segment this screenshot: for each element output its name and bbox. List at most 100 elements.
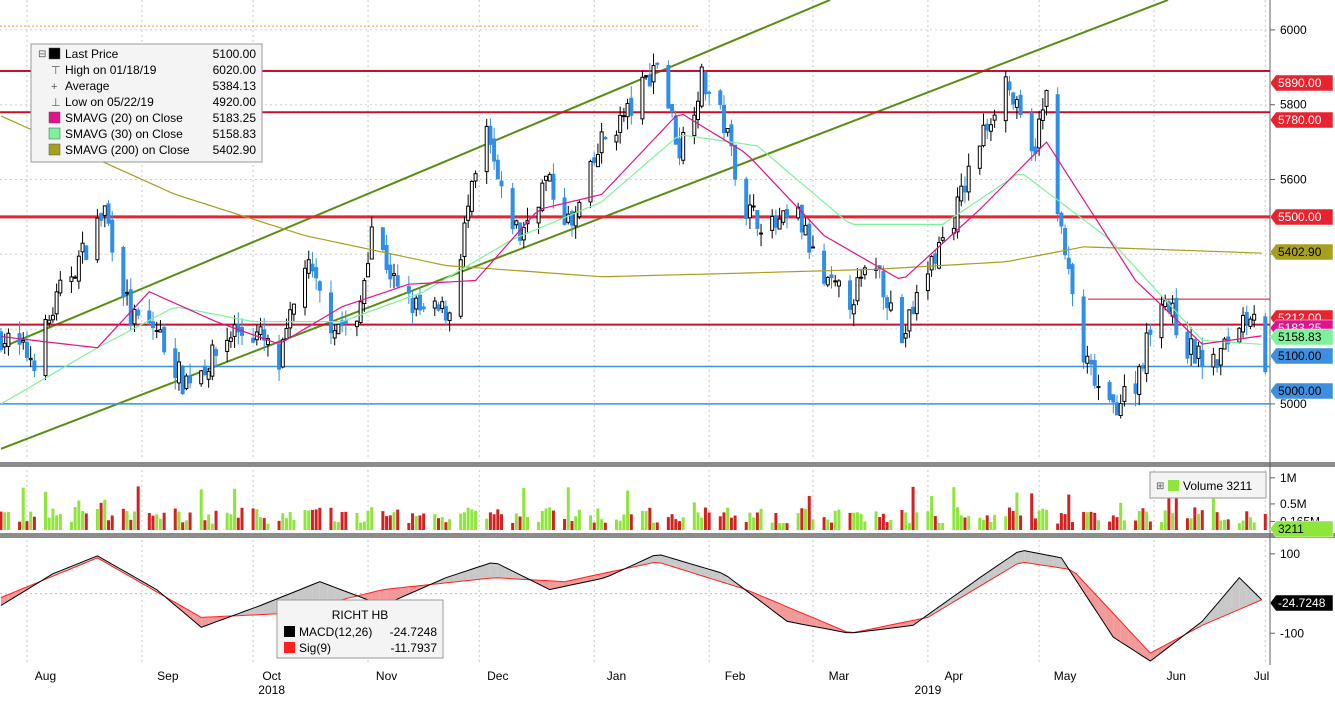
volume-bar xyxy=(644,511,648,530)
candle-body xyxy=(125,291,130,294)
volume-bar xyxy=(752,517,756,530)
volume-bar xyxy=(414,516,418,530)
volume-bar xyxy=(129,519,133,530)
volume-bar xyxy=(448,519,452,530)
candle-body xyxy=(673,115,678,145)
candle-body xyxy=(1085,355,1090,364)
macd-badge: -24.7248 xyxy=(1269,594,1334,612)
legend-value: -11.7937 xyxy=(391,641,438,655)
volume-bars xyxy=(0,486,1267,530)
volume-bar xyxy=(121,508,125,530)
volume-bar xyxy=(485,518,489,530)
macd-histogram-fill xyxy=(683,561,691,573)
candle-body xyxy=(696,100,701,121)
volume-bar xyxy=(855,512,859,530)
volume-bar xyxy=(859,513,863,530)
volume-bar xyxy=(84,513,88,530)
volume-bar xyxy=(1059,513,1063,530)
candle-body xyxy=(666,64,671,109)
volume-bar xyxy=(930,496,934,530)
price-badge-label: 5100.00 xyxy=(1278,349,1322,363)
volume-bar xyxy=(433,514,437,530)
candle-body xyxy=(592,157,597,164)
price-badge-bg xyxy=(1269,243,1334,261)
candle-body xyxy=(725,128,730,133)
volume-bar xyxy=(3,512,7,530)
volume-bar xyxy=(229,514,233,530)
legend-label: High on 01/18/19 xyxy=(65,63,157,77)
candle-body xyxy=(966,165,971,193)
macd-histogram-fill xyxy=(787,606,795,623)
candle-body xyxy=(317,281,322,291)
candle-body xyxy=(655,62,660,65)
volume-bar xyxy=(225,512,229,530)
macd-histogram-fill xyxy=(1128,629,1136,652)
legend-value: 5183.25 xyxy=(213,111,257,125)
candle-body xyxy=(1114,402,1119,416)
volume-bar xyxy=(1033,518,1037,530)
volume-bar xyxy=(370,507,374,530)
volume-bar xyxy=(233,488,237,530)
volume-bar xyxy=(470,509,474,530)
volume-bar xyxy=(95,509,99,530)
macd-histogram-fill xyxy=(668,557,676,568)
candle-body xyxy=(1248,318,1253,327)
volume-bar xyxy=(1174,489,1178,530)
legend-label: MACD(12,26) xyxy=(299,625,372,639)
candle-body xyxy=(76,255,81,282)
candle-body xyxy=(151,321,156,329)
price-badge-bg xyxy=(1269,347,1334,365)
volume-bar xyxy=(214,510,218,530)
volume-bar xyxy=(459,513,463,530)
volume-bar xyxy=(1015,492,1019,530)
volume-bar xyxy=(1115,517,1119,530)
candle-body xyxy=(225,339,230,352)
volume-bar xyxy=(755,512,759,530)
candle-body xyxy=(603,137,608,140)
price-badge-label: 5780.00 xyxy=(1278,113,1322,127)
candle-body xyxy=(436,304,441,311)
candle-body xyxy=(73,276,78,279)
candle-body xyxy=(43,318,48,377)
volume-bar xyxy=(1252,522,1256,530)
volume-bar xyxy=(344,511,348,530)
smavg30-line xyxy=(0,134,1262,405)
month-label: Nov xyxy=(376,669,397,683)
macd-histogram-fill xyxy=(1098,597,1106,626)
macd-histogram-fill xyxy=(60,567,68,574)
volume-bar xyxy=(778,523,782,530)
macd-histogram-fill xyxy=(468,567,476,581)
candle-body xyxy=(1007,81,1012,91)
volume-bar xyxy=(181,522,185,530)
price-badge-label: 5402.90 xyxy=(1278,245,1322,259)
candle-body xyxy=(258,326,263,336)
volume-bar xyxy=(77,500,81,530)
candle-body xyxy=(551,173,556,200)
volume-bar xyxy=(314,509,318,530)
candle-body xyxy=(733,144,738,180)
volume-bar xyxy=(1141,508,1145,530)
candle-body xyxy=(914,292,919,315)
candle-body xyxy=(366,263,371,278)
candle-body xyxy=(28,357,33,361)
panel-separator xyxy=(0,462,1335,467)
candle-body xyxy=(751,205,756,208)
candle-body xyxy=(573,211,578,227)
volume-bar xyxy=(500,514,504,530)
volume-bar xyxy=(422,513,426,530)
volume-bar xyxy=(733,515,737,530)
macd-histogram-fill xyxy=(1024,550,1032,564)
candle-body xyxy=(929,256,934,271)
volume-bar xyxy=(959,515,963,530)
volume-bar xyxy=(303,510,307,530)
candle-body xyxy=(1011,92,1016,105)
macd-histogram-fill xyxy=(15,588,24,597)
volume-bar xyxy=(110,515,114,530)
candle-body xyxy=(803,224,808,236)
collapse-icon: ⊟ xyxy=(38,49,46,60)
volume-bar xyxy=(681,517,685,530)
candle-body xyxy=(907,309,912,332)
candle-body xyxy=(744,178,749,219)
candle-body xyxy=(336,323,341,335)
volume-bar xyxy=(336,522,340,530)
